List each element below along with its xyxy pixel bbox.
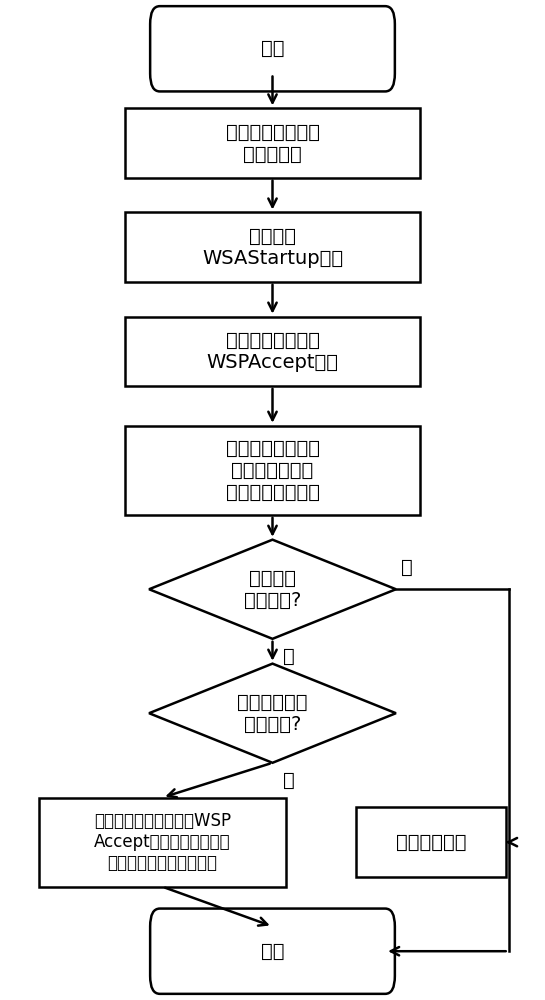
- Text: 系统调用
WSAStartup函数: 系统调用 WSAStartup函数: [202, 227, 343, 268]
- Text: 结束: 结束: [261, 942, 284, 961]
- Bar: [356, 807, 506, 877]
- Text: 调用系统基础提供者的WSP
Accept函数完成用户请求
连接，允许访问指定资源: 调用系统基础提供者的WSP Accept函数完成用户请求 连接，允许访问指定资源: [94, 812, 231, 872]
- Bar: [125, 108, 420, 178]
- Text: 否: 否: [401, 558, 413, 577]
- Text: 拒绝用户请求: 拒绝用户请求: [396, 833, 466, 852]
- Text: 系统调用自定义的
WSPAccept函数: 系统调用自定义的 WSPAccept函数: [207, 331, 338, 372]
- Text: 已经通过
身份认证?: 已经通过 身份认证?: [244, 569, 301, 610]
- Text: 符合访问控制
规则设置?: 符合访问控制 规则设置?: [237, 693, 308, 734]
- Bar: [125, 317, 420, 386]
- Text: 到身份认证服务器
验证该用户是否
已经通过身份认证: 到身份认证服务器 验证该用户是否 已经通过身份认证: [226, 439, 319, 502]
- Text: 服务端等待客户端
的用户请求: 服务端等待客户端 的用户请求: [226, 122, 319, 163]
- Polygon shape: [149, 664, 396, 763]
- Bar: [39, 798, 286, 887]
- Text: 是: 是: [283, 647, 294, 666]
- Text: 是: 是: [283, 771, 294, 790]
- FancyBboxPatch shape: [150, 909, 395, 994]
- Bar: [125, 212, 420, 282]
- FancyBboxPatch shape: [150, 6, 395, 91]
- Bar: [125, 426, 420, 515]
- Text: 开始: 开始: [261, 39, 284, 58]
- Polygon shape: [149, 540, 396, 639]
